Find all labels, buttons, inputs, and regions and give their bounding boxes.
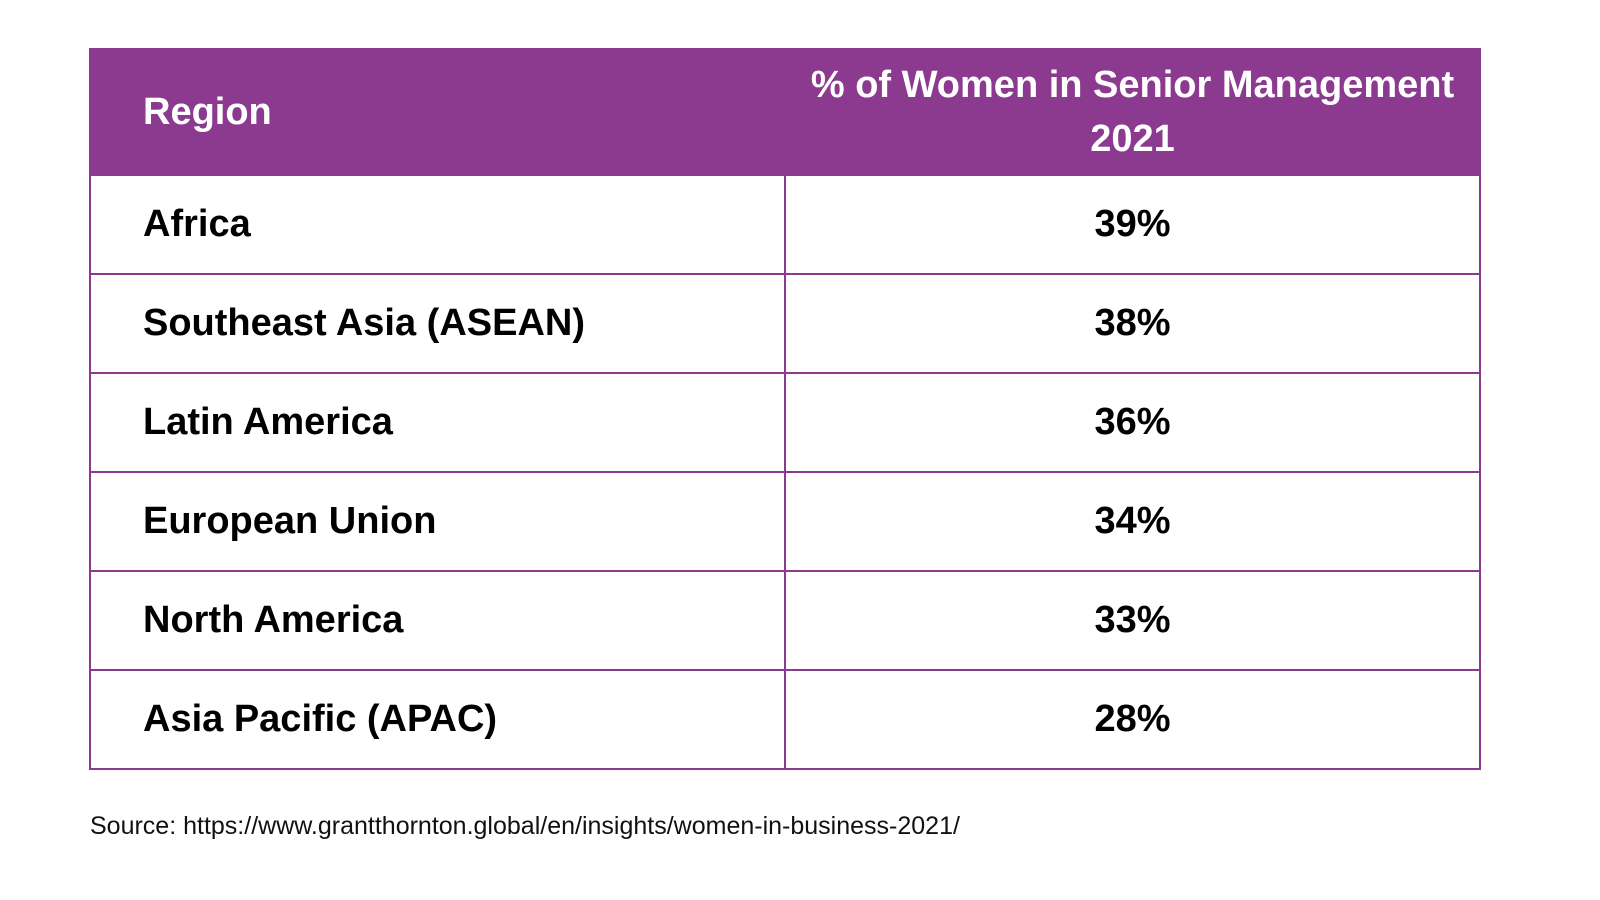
table-row: Southeast Asia (ASEAN) 38% bbox=[89, 273, 1481, 374]
percentage-cell: 28% bbox=[784, 669, 1481, 770]
region-cell: Latin America bbox=[89, 372, 786, 473]
table-row: North America 33% bbox=[89, 570, 1481, 671]
region-column-header: Region bbox=[89, 48, 786, 176]
header-row: Region % of Women in Senior Management 2… bbox=[89, 48, 1481, 176]
percentage-cell: 38% bbox=[784, 273, 1481, 374]
region-cell: Asia Pacific (APAC) bbox=[89, 669, 786, 770]
source-citation: Source: https://www.grantthornton.global… bbox=[90, 812, 960, 840]
table-row: Asia Pacific (APAC) 28% bbox=[89, 669, 1481, 770]
region-cell: North America bbox=[89, 570, 786, 671]
women-senior-management-table: Region % of Women in Senior Management 2… bbox=[89, 48, 1481, 770]
table-row: European Union 34% bbox=[89, 471, 1481, 572]
percentage-cell: 39% bbox=[784, 174, 1481, 275]
region-cell: Africa bbox=[89, 174, 786, 275]
percentage-cell: 34% bbox=[784, 471, 1481, 572]
region-cell: Southeast Asia (ASEAN) bbox=[89, 273, 786, 374]
table-row: Africa 39% bbox=[89, 174, 1481, 275]
percentage-cell: 36% bbox=[784, 372, 1481, 473]
region-cell: European Union bbox=[89, 471, 786, 572]
table-row: Latin America 36% bbox=[89, 372, 1481, 473]
percentage-column-header: % of Women in Senior Management 2021 bbox=[784, 48, 1481, 176]
percentage-cell: 33% bbox=[784, 570, 1481, 671]
